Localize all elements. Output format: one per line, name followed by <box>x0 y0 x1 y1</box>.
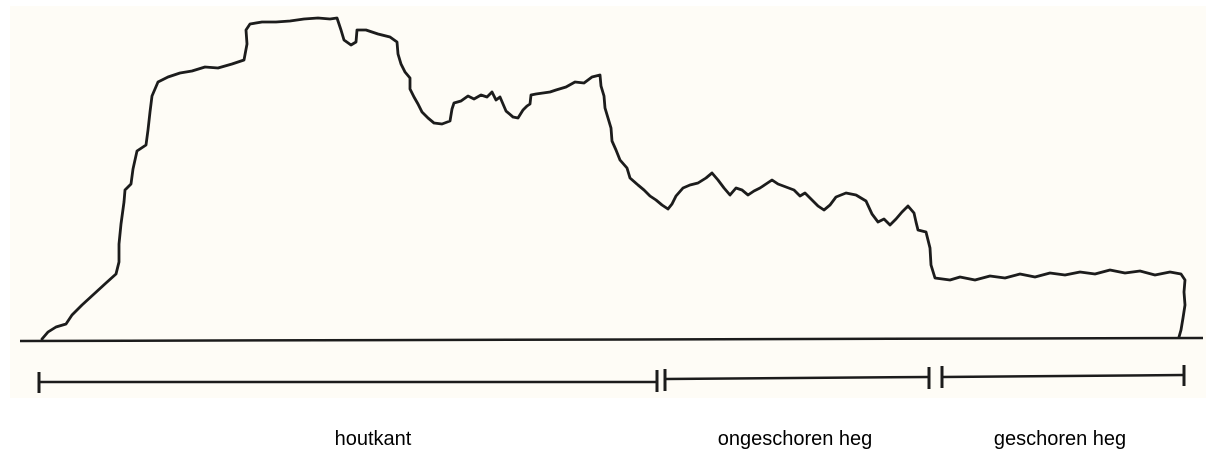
section-bar-ongeschoren-heg <box>663 367 931 391</box>
section-label-houtkant: houtkant <box>334 428 412 450</box>
section-bar-houtkant <box>37 370 659 393</box>
drawing-background <box>10 6 1206 398</box>
section-label-geschoren-heg: geschoren heg <box>993 428 1127 450</box>
section-label-ongeschoren-heg: ongeschoren heg <box>717 428 873 450</box>
section-bar-geschoren-heg <box>940 365 1186 388</box>
ground-line <box>19 336 1204 343</box>
vegetation-profile-line <box>40 16 1187 341</box>
